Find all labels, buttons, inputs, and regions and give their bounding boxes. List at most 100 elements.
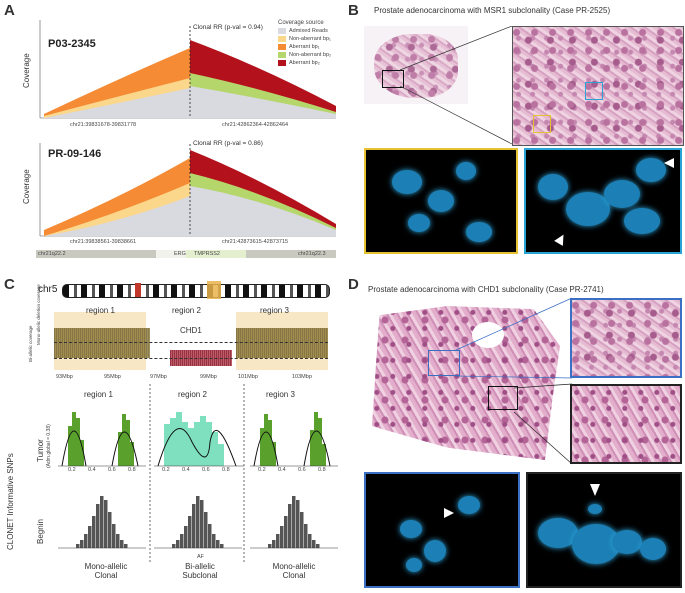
coord-bottom-right: chr21:42873615-42873715 bbox=[222, 239, 289, 245]
panel-d-title: Prostate adenocarcinoma with CHD1 subclo… bbox=[368, 285, 604, 294]
benign-bar bbox=[192, 504, 196, 548]
zoom-connector-b bbox=[399, 26, 513, 145]
msr1-tissue-zoom bbox=[512, 26, 684, 146]
msr1-tissue-overview bbox=[364, 26, 468, 104]
chd1-zoom-blue bbox=[570, 298, 682, 378]
benign-bar bbox=[212, 534, 216, 548]
panel-c-letter: C bbox=[4, 276, 15, 293]
benign-bar bbox=[296, 500, 300, 548]
af-tick: 0.4 bbox=[182, 467, 190, 473]
chr21-ideogram: chr21q22.2 ERG TMPRSS2 chr21q22.3 bbox=[36, 250, 336, 258]
benign-bar bbox=[184, 526, 188, 548]
benign-bar bbox=[124, 544, 128, 548]
benign-bar bbox=[172, 544, 176, 548]
benign-bar bbox=[284, 516, 288, 548]
chd1-fish-black bbox=[526, 472, 682, 588]
benign-histograms bbox=[58, 496, 338, 549]
benign-bar bbox=[300, 512, 304, 548]
af-axis-label: AF bbox=[197, 554, 205, 560]
benign-bar bbox=[304, 524, 308, 548]
panel-a-letter: A bbox=[4, 2, 15, 19]
panel-d-letter: D bbox=[348, 276, 359, 293]
clonal-rr-top: Clonal RR (p-val = 0.94) bbox=[193, 24, 263, 31]
benign-bar bbox=[104, 500, 108, 548]
af-tick: 0.4 bbox=[88, 467, 96, 473]
benign-bar bbox=[188, 516, 192, 548]
gene-erg: ERG bbox=[174, 251, 186, 257]
legend-item: Aberrant bp₂ bbox=[278, 60, 340, 66]
region2-label-top: region 2 bbox=[172, 306, 201, 315]
zoom-connector-d bbox=[455, 297, 573, 465]
benign-bar bbox=[272, 540, 276, 548]
region2-label: region 2 bbox=[178, 390, 207, 399]
region3-label: region 3 bbox=[266, 390, 295, 399]
benign-bar bbox=[208, 524, 212, 548]
region-separators bbox=[149, 384, 245, 564]
legend-swatch bbox=[278, 36, 286, 42]
region1-status-line2: Clonal bbox=[94, 571, 118, 580]
benign-bar bbox=[216, 540, 220, 548]
region3-label-top: region 3 bbox=[260, 306, 289, 315]
tick-97: 97Mbp bbox=[150, 374, 167, 380]
af-tick: 0.2 bbox=[162, 467, 170, 473]
legend-item: Aberrant bp₁ bbox=[278, 44, 340, 50]
tick-99: 99Mbp bbox=[200, 374, 217, 380]
legend-label: Non-aberrant bp₁ bbox=[289, 36, 331, 42]
clonet-label: CLONET Informative SNPs bbox=[6, 453, 15, 550]
benign-bar bbox=[96, 504, 100, 548]
coord-bottom-left: chr21:39838561-39838661 bbox=[70, 239, 137, 245]
benign-bar bbox=[292, 496, 296, 548]
af-tick: 0.6 bbox=[202, 467, 210, 473]
benign-bar bbox=[196, 496, 200, 548]
benign-bar bbox=[316, 544, 320, 548]
benign-bar bbox=[220, 544, 224, 548]
region3-status: Mono-allelic Clonal bbox=[262, 562, 326, 580]
coverage-legend: Coverage source Admixed Reads Non-aberran… bbox=[278, 20, 340, 68]
ylabel-bottom: Coverage bbox=[22, 169, 31, 204]
legend-label: Admixed Reads bbox=[289, 28, 328, 34]
region1-status-line1: Mono-allelic bbox=[84, 562, 128, 571]
tick-95: 95Mbp bbox=[104, 374, 121, 380]
af-tick: 0.2 bbox=[68, 467, 76, 473]
legend-item: Admixed Reads bbox=[278, 28, 340, 34]
region3-status-line2: Clonal bbox=[282, 571, 306, 580]
legend-swatch bbox=[278, 28, 286, 34]
benign-bar bbox=[120, 540, 124, 548]
gene-tmprss2: TMPRSS2 bbox=[194, 251, 220, 257]
region2-status: Bi-allelic Subclonal bbox=[168, 562, 232, 580]
panel-a-coverage-plots bbox=[39, 20, 336, 237]
region1-label-top: region 1 bbox=[86, 306, 115, 315]
arrowhead-icon bbox=[554, 232, 568, 246]
clonal-rr-bottom: Clonal RR (p-val = 0.86) bbox=[193, 140, 263, 147]
benign-bar bbox=[84, 534, 88, 548]
ylab-bi: Bi-allelic coverage bbox=[28, 325, 33, 362]
af-tick: 0.6 bbox=[298, 467, 306, 473]
benign-bar bbox=[204, 512, 208, 548]
legend-swatch bbox=[278, 52, 286, 58]
region1-label: region 1 bbox=[84, 390, 113, 399]
benign-bar bbox=[200, 500, 204, 548]
benign-bar bbox=[268, 544, 272, 548]
panel-b-letter: B bbox=[348, 2, 359, 19]
af-tick: 0.8 bbox=[222, 467, 230, 473]
af-tick: 0.6 bbox=[108, 467, 116, 473]
benign-bar bbox=[288, 504, 292, 548]
tumor-histograms bbox=[58, 412, 338, 467]
arrowhead-icon bbox=[664, 158, 674, 168]
arrowhead-icon bbox=[590, 484, 600, 496]
chd1-fish-blue bbox=[364, 472, 520, 588]
benign-bar bbox=[88, 526, 92, 548]
sample-name-top: P03-2345 bbox=[48, 38, 96, 50]
ylab-mono: Mono-allelic deletion coverage bbox=[36, 284, 41, 345]
panel-b-title: Prostate adenocarcinoma with MSR1 subclo… bbox=[374, 6, 611, 15]
af-tick: 0.8 bbox=[318, 467, 326, 473]
msr1-fish-yellow bbox=[364, 148, 518, 254]
tick-103: 103Mbp bbox=[292, 374, 312, 380]
arrowhead-icon bbox=[444, 508, 454, 518]
af-tick: 0.8 bbox=[128, 467, 136, 473]
chr5-ideogram bbox=[62, 281, 330, 299]
chd1-zoom-black bbox=[570, 384, 682, 464]
tick-93: 93Mbp bbox=[56, 374, 73, 380]
benign-bar bbox=[276, 534, 280, 548]
legend-label: Aberrant bp₁ bbox=[289, 44, 320, 50]
